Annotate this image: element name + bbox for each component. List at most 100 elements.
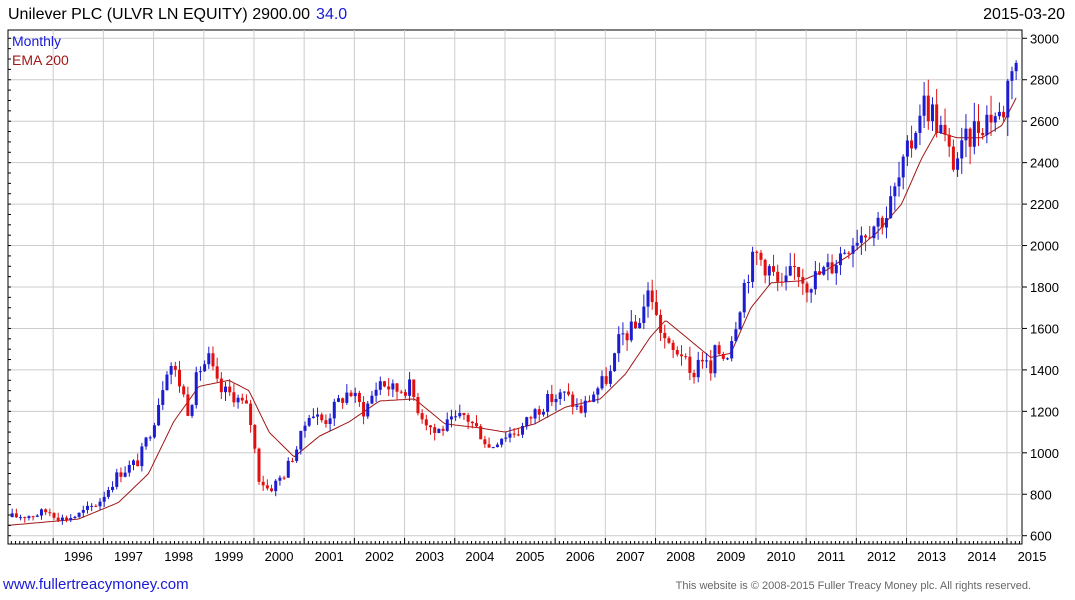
candle-body bbox=[253, 424, 257, 449]
candle-body bbox=[997, 111, 1001, 117]
candle-body bbox=[834, 265, 838, 274]
candle-body bbox=[203, 364, 207, 372]
candle-body bbox=[667, 338, 671, 343]
candle-body bbox=[73, 516, 77, 519]
candle-body bbox=[349, 392, 353, 397]
candle-body bbox=[395, 383, 399, 392]
candle-body bbox=[855, 242, 859, 246]
candle-body bbox=[249, 403, 253, 425]
candle-body bbox=[792, 266, 796, 268]
candle-body bbox=[123, 472, 127, 477]
candle-body bbox=[776, 271, 780, 282]
candle-body bbox=[910, 140, 914, 149]
candle-body bbox=[157, 404, 161, 426]
candle-body bbox=[713, 345, 717, 374]
candle-body bbox=[617, 334, 621, 354]
candle-body bbox=[282, 477, 286, 479]
candle-body bbox=[947, 134, 951, 147]
candle-body bbox=[115, 472, 119, 487]
y-tick-label: 2000 bbox=[1030, 239, 1059, 254]
candle-body bbox=[709, 360, 713, 374]
candle-body bbox=[692, 372, 696, 378]
candle-body bbox=[512, 433, 516, 435]
candle-body bbox=[930, 104, 934, 122]
x-tick-label: 2015 bbox=[1018, 549, 1047, 564]
candle-body bbox=[433, 427, 437, 433]
price-change: 34.0 bbox=[316, 6, 348, 23]
candle-body bbox=[629, 321, 633, 341]
candle-body bbox=[316, 414, 320, 417]
candle-body bbox=[830, 262, 834, 274]
candle-body bbox=[734, 329, 738, 342]
candle-body bbox=[98, 501, 102, 507]
candle-body bbox=[838, 253, 842, 266]
candle-body bbox=[805, 283, 809, 293]
candle-body bbox=[320, 414, 324, 421]
candle-body bbox=[420, 413, 424, 420]
candle-body bbox=[437, 428, 441, 433]
candle-body bbox=[943, 124, 947, 135]
candle-body bbox=[353, 392, 357, 397]
candle-body bbox=[1006, 80, 1010, 118]
candle-body bbox=[989, 114, 993, 123]
candle-body bbox=[533, 409, 537, 419]
candle-body bbox=[797, 266, 801, 278]
x-tick-label: 1999 bbox=[214, 549, 243, 564]
x-tick-label: 2002 bbox=[365, 549, 394, 564]
candle-body bbox=[48, 512, 52, 514]
candle-body bbox=[851, 245, 855, 254]
candle-body bbox=[290, 460, 294, 462]
candle-body bbox=[345, 392, 349, 403]
candle-body bbox=[968, 128, 972, 147]
candle-body bbox=[479, 426, 483, 440]
candle-body bbox=[240, 397, 244, 401]
x-tick-label: 2007 bbox=[616, 549, 645, 564]
y-tick-label: 2600 bbox=[1030, 114, 1059, 129]
candle-body bbox=[161, 390, 165, 405]
site-link[interactable]: www.fullertreacymoney.com bbox=[3, 576, 189, 593]
candle-body bbox=[303, 425, 307, 431]
candle-body bbox=[23, 517, 27, 519]
candle-body bbox=[140, 446, 144, 467]
candle-body bbox=[726, 358, 730, 360]
candle-body bbox=[893, 186, 897, 197]
candle-body bbox=[286, 460, 290, 478]
copyright-text: This website is © 2008-2015 Fuller Treac… bbox=[675, 580, 1031, 592]
candle-body bbox=[705, 360, 709, 362]
candle-body bbox=[525, 417, 529, 426]
candles-series bbox=[10, 60, 1018, 525]
x-tick-label: 2009 bbox=[716, 549, 745, 564]
candle-body bbox=[730, 341, 734, 359]
y-tick-label: 1000 bbox=[1030, 446, 1059, 461]
candle-body bbox=[976, 121, 980, 133]
candle-body bbox=[914, 132, 918, 149]
candle-body bbox=[228, 386, 232, 393]
candle-body bbox=[475, 423, 479, 427]
y-tick-label: 2800 bbox=[1030, 73, 1059, 88]
y-tick-label: 3000 bbox=[1030, 31, 1059, 46]
candle-body bbox=[872, 226, 876, 239]
candle-body bbox=[546, 393, 550, 412]
candle-body bbox=[608, 371, 612, 384]
candle-body bbox=[90, 505, 94, 507]
candle-body bbox=[198, 371, 202, 373]
candle-body bbox=[378, 381, 382, 390]
candle-body bbox=[763, 259, 767, 276]
candle-body bbox=[127, 464, 131, 473]
candle-body bbox=[270, 488, 274, 492]
candle-body bbox=[387, 386, 391, 390]
candle-body bbox=[1010, 71, 1014, 81]
candle-body bbox=[182, 386, 186, 395]
candle-body bbox=[207, 353, 211, 365]
y-tick-label: 1400 bbox=[1030, 363, 1059, 378]
candle-body bbox=[654, 302, 658, 315]
candle-body bbox=[370, 395, 374, 404]
y-tick-label: 1600 bbox=[1030, 321, 1059, 336]
candle-body bbox=[901, 156, 905, 178]
candle-body bbox=[261, 481, 265, 486]
candle-body bbox=[470, 421, 474, 424]
candle-body bbox=[541, 411, 545, 415]
candle-body bbox=[1002, 111, 1006, 118]
candle-body bbox=[537, 409, 541, 415]
